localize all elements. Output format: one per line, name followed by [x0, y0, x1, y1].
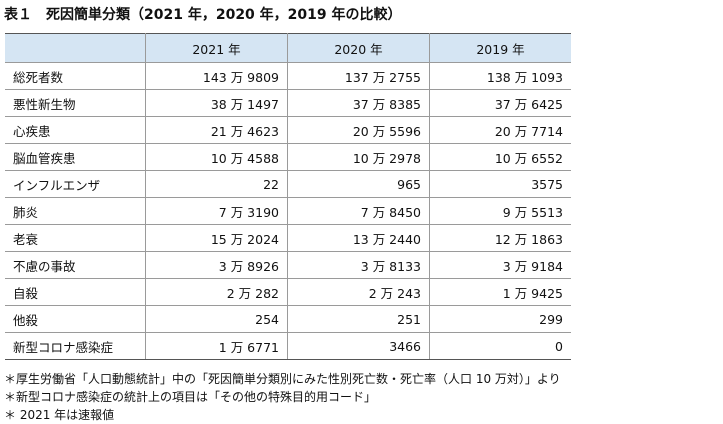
- cell-value: 22: [145, 170, 288, 198]
- row-label: 肺炎: [5, 197, 146, 225]
- table-row: 新型コロナ感染症 1 万 6771 3466 0: [5, 332, 571, 360]
- row-label: インフルエンザ: [5, 170, 146, 198]
- note: ＊ 2021 年は速報値: [4, 408, 115, 422]
- column-header: 2021 年: [145, 33, 288, 63]
- cell-value: 21 万 4623: [145, 116, 288, 144]
- column-header: 2020 年: [287, 33, 430, 63]
- cell-value: 37 万 8385: [287, 89, 430, 117]
- cell-value: 143 万 9809: [145, 62, 288, 90]
- table-row: 肺炎 7 万 3190 7 万 8450 9 万 5513: [5, 197, 571, 225]
- cell-value: 20 万 7714: [429, 116, 571, 144]
- row-label: 新型コロナ感染症: [5, 332, 146, 360]
- cell-value: 965: [287, 170, 430, 198]
- cell-value: 251: [287, 305, 430, 333]
- row-label: 他殺: [5, 305, 146, 333]
- cell-value: 10 万 4588: [145, 143, 288, 171]
- cell-value: 10 万 6552: [429, 143, 571, 171]
- table-row: 総死者数 143 万 9809 137 万 2755 138 万 1093: [5, 62, 571, 90]
- cell-value: 2 万 243: [287, 278, 430, 306]
- cell-value: 38 万 1497: [145, 89, 288, 117]
- column-header: 2019 年: [429, 33, 571, 63]
- cell-value: 15 万 2024: [145, 224, 288, 252]
- notes: ＊厚生労働省「人口動態統計」中の「死因簡単分類別にみた性別死亡数・死亡率（人口 …: [4, 370, 561, 424]
- table-row: 老衰 15 万 2024 13 万 2440 12 万 1863: [5, 224, 571, 252]
- table-row: 不慮の事故 3 万 8926 3 万 8133 3 万 9184: [5, 251, 571, 279]
- row-label: 自殺: [5, 278, 146, 306]
- cell-value: 0: [429, 332, 571, 360]
- cell-value: 3 万 8926: [145, 251, 288, 279]
- cell-value: 9 万 5513: [429, 197, 571, 225]
- cell-value: 1 万 9425: [429, 278, 571, 306]
- row-label: 心疾患: [5, 116, 146, 144]
- cell-value: 3 万 9184: [429, 251, 571, 279]
- cell-value: 7 万 8450: [287, 197, 430, 225]
- cell-value: 37 万 6425: [429, 89, 571, 117]
- cell-value: 2 万 282: [145, 278, 288, 306]
- row-label: 総死者数: [5, 62, 146, 90]
- cell-value: 299: [429, 305, 571, 333]
- row-label: 老衰: [5, 224, 146, 252]
- cell-value: 137 万 2755: [287, 62, 430, 90]
- cell-value: 7 万 3190: [145, 197, 288, 225]
- table-row: 他殺 254 251 299: [5, 305, 571, 333]
- table-row: 悪性新生物 38 万 1497 37 万 8385 37 万 6425: [5, 89, 571, 117]
- title: 表１ 死因簡単分類（2021 年，2020 年，2019 年の比較）: [4, 7, 402, 23]
- cell-value: 3 万 8133: [287, 251, 430, 279]
- row-label: 脳血管疾患: [5, 143, 146, 171]
- cell-value: 254: [145, 305, 288, 333]
- cell-value: 10 万 2978: [287, 143, 430, 171]
- table-row: 脳血管疾患 10 万 4588 10 万 2978 10 万 6552: [5, 143, 571, 171]
- table: 2021 年 2020 年 2019 年総死者数 143 万 9809 137 万 27…: [5, 33, 571, 360]
- note: ＊新型コロナ感染症の統計上の項目は「その他の特殊目的用コード」: [4, 390, 377, 404]
- cell-value: 1 万 6771: [145, 332, 288, 360]
- table-row: 心疾患 21 万 4623 20 万 5596 20 万 7714: [5, 116, 571, 144]
- note: ＊厚生労働省「人口動態統計」中の「死因簡単分類別にみた性別死亡数・死亡率（人口 …: [4, 372, 561, 386]
- table-row: インフルエンザ 22 965 3575: [5, 170, 571, 198]
- cell-value: 3466: [287, 332, 430, 360]
- cell-value: 13 万 2440: [287, 224, 430, 252]
- cell-value: 3575: [429, 170, 571, 198]
- cell-value: 138 万 1093: [429, 62, 571, 90]
- table-row: 自殺 2 万 282 2 万 243 1 万 9425: [5, 278, 571, 306]
- row-label: 悪性新生物: [5, 89, 146, 117]
- cell-value: 12 万 1863: [429, 224, 571, 252]
- column-header: [5, 33, 146, 63]
- cell-value: 20 万 5596: [287, 116, 430, 144]
- row-label: 不慮の事故: [5, 251, 146, 279]
